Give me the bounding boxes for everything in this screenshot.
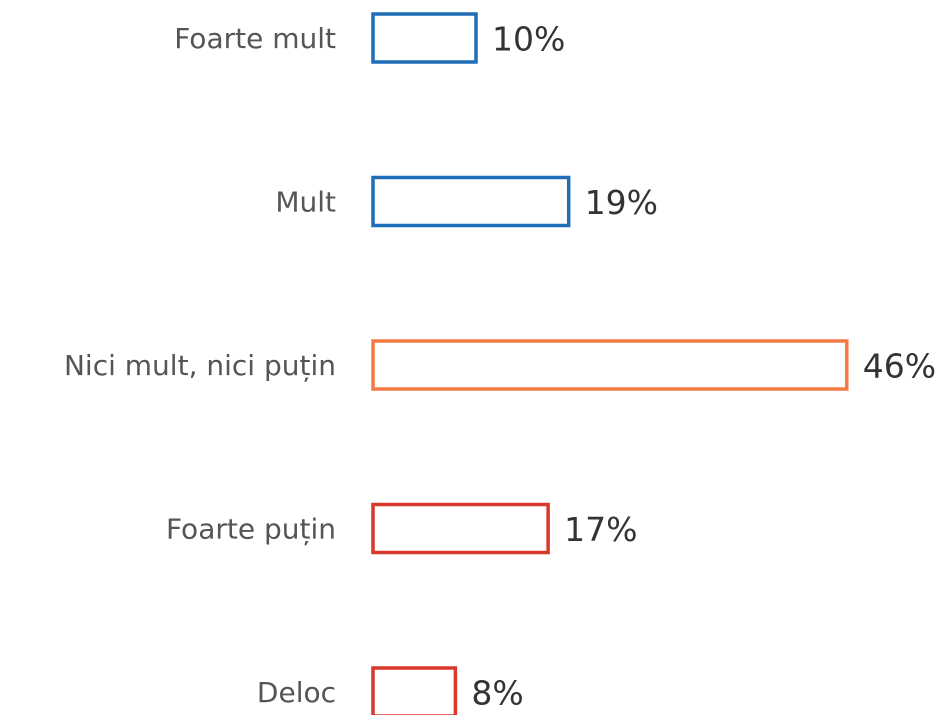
category-label: Deloc: [257, 676, 336, 709]
bar: [371, 339, 849, 391]
value-label: 19%: [585, 183, 658, 222]
category-label: Foarte mult: [174, 22, 336, 55]
category-label: Nici mult, nici puțin: [64, 349, 336, 382]
value-label: 17%: [564, 510, 637, 549]
bar: [371, 502, 550, 555]
value-label: 8%: [471, 674, 523, 713]
value-label: 46%: [863, 347, 936, 386]
bar: [371, 12, 478, 64]
bar: [371, 666, 458, 718]
value-label: 10%: [492, 20, 565, 59]
category-label: Mult: [275, 186, 336, 219]
bar: [371, 175, 571, 228]
category-label: Foarte puțin: [166, 513, 336, 546]
